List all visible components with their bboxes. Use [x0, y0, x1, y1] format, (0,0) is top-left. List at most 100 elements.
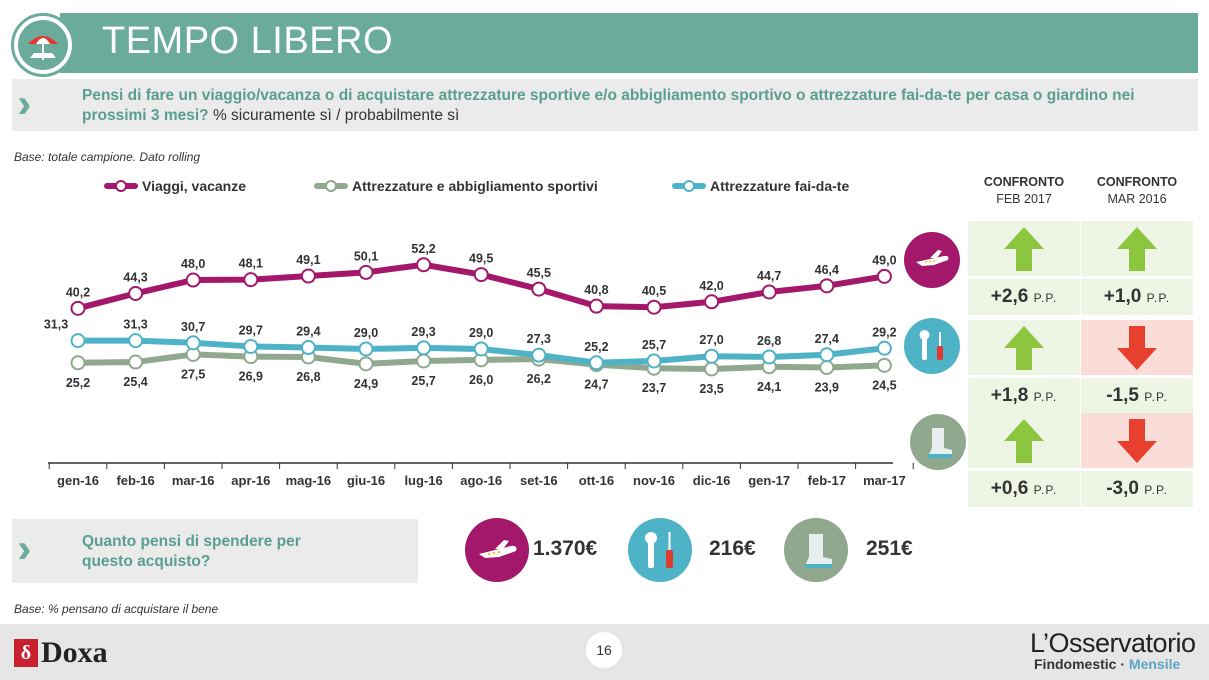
- data-label: 42,0: [699, 279, 723, 293]
- comparison-value: +0,6 P.P.: [968, 471, 1080, 507]
- comparison-cell: +1,8 P.P.: [968, 320, 1080, 415]
- data-label: 27,0: [699, 333, 723, 347]
- legend-label: Attrezzature fai-da-te: [710, 178, 850, 194]
- data-point: [473, 267, 489, 283]
- data-point: [646, 353, 662, 369]
- tools-icon: [904, 318, 960, 374]
- comparison-value: -1,5 P.P.: [1081, 378, 1193, 414]
- question-band: [12, 79, 1198, 131]
- doxa-mark-icon: δ: [14, 639, 38, 667]
- observatory-title: L’Osservatorio: [1030, 628, 1196, 658]
- arrow-down-icon: [1081, 413, 1193, 468]
- data-point: [300, 268, 316, 284]
- data-label: 49,0: [872, 253, 896, 267]
- data-point: [185, 335, 201, 351]
- data-label: 40,5: [642, 284, 666, 298]
- data-label: 23,9: [815, 380, 839, 394]
- question-bold: Pensi di fare un viaggio/vacanza o di ac…: [82, 87, 1135, 124]
- data-label: 24,9: [354, 377, 378, 391]
- page-title: TEMPO LIBERO: [102, 20, 394, 62]
- data-point: [416, 353, 432, 369]
- comparison-number: +2,6: [990, 286, 1034, 307]
- data-label: 44,7: [757, 269, 781, 283]
- data-label: 46,4: [815, 263, 839, 277]
- cmp-header-line1: CONFRONTO: [983, 175, 1065, 189]
- data-point: [243, 272, 259, 288]
- x-tick-label: ott-16: [579, 473, 614, 488]
- spend-question: Quanto pensi di spendere per questo acqu…: [82, 533, 301, 570]
- data-label: 26,8: [757, 334, 781, 348]
- data-point: [416, 340, 432, 356]
- data-label: 25,2: [584, 340, 608, 354]
- data-point: [646, 299, 662, 315]
- title-bar: [60, 13, 1198, 73]
- question-text: Pensi di fare un viaggio/vacanza o di ac…: [82, 86, 1142, 126]
- data-label: 24,7: [584, 378, 608, 392]
- legend-label: Viaggi, vacanze: [142, 178, 247, 194]
- data-label: 40,2: [66, 285, 90, 299]
- comparison-value: +2,6 P.P.: [968, 279, 1080, 315]
- data-label: 29,7: [239, 323, 263, 337]
- x-tick-label: lug-16: [404, 473, 442, 488]
- comparison-unit: P.P.: [1033, 291, 1058, 305]
- data-point: [531, 281, 547, 297]
- x-tick-label: gen-16: [57, 473, 99, 488]
- comparison-unit: P.P.: [1033, 483, 1058, 497]
- data-label: 52,2: [411, 242, 435, 256]
- comparison-number: +1,8: [990, 385, 1034, 406]
- x-tick-label: set-16: [520, 473, 558, 488]
- legend-swatch: [314, 180, 348, 192]
- data-label: 29,3: [411, 325, 435, 339]
- data-point: [588, 298, 604, 314]
- observatory-sub2: Mensile: [1128, 656, 1181, 672]
- data-label: 27,3: [527, 332, 551, 346]
- data-point: [531, 347, 547, 363]
- data-label: 25,7: [642, 338, 666, 352]
- cmp-header-feb: CONFRONTO FEB 2017: [968, 174, 1080, 208]
- boot-icon: [910, 414, 966, 470]
- page-number: 16: [586, 632, 622, 668]
- cmp-header-line2: FEB 2017: [996, 192, 1052, 206]
- data-label: 30,7: [181, 320, 205, 334]
- data-label: 48,0: [181, 257, 205, 271]
- cmp-header-line1: CONFRONTO: [1096, 175, 1178, 189]
- data-point: [70, 355, 86, 371]
- data-label: 26,9: [239, 370, 263, 384]
- data-point: [358, 264, 374, 280]
- data-point: [128, 333, 144, 349]
- legend-item-faidate: Attrezzature fai-da-te: [672, 178, 849, 194]
- comparison-cell: +2,6 P.P.: [968, 221, 1080, 316]
- comparison-unit: P.P.: [1144, 390, 1168, 404]
- data-label: 29,0: [469, 326, 493, 340]
- data-label: 26,2: [527, 372, 551, 386]
- data-label: 45,5: [527, 266, 551, 280]
- data-label: 25,7: [411, 374, 435, 388]
- base-note-2: Base: % pensano di acquistare il bene: [14, 602, 219, 616]
- x-tick-label: mar-16: [172, 473, 215, 488]
- data-point: [876, 357, 892, 373]
- data-point: [819, 278, 835, 294]
- data-point: [704, 348, 720, 364]
- legend-swatch: [104, 180, 138, 192]
- data-point: [704, 361, 720, 377]
- data-point: [358, 356, 374, 372]
- data-point: [416, 257, 432, 273]
- observatory-sub1: Findomestic ·: [1034, 656, 1129, 672]
- comparison-unit: P.P.: [1033, 390, 1058, 404]
- x-tick-label: mag-16: [286, 473, 332, 488]
- x-tick-label: giu-16: [347, 473, 385, 488]
- data-point: [70, 300, 86, 316]
- observatory-subtitle: Findomestic · Mensile: [1034, 656, 1180, 672]
- data-point: [819, 347, 835, 363]
- base-note: Base: totale campione. Dato rolling: [14, 150, 201, 164]
- x-tick-label: gen-17: [748, 473, 790, 488]
- data-point: [588, 355, 604, 371]
- data-point: [243, 338, 259, 354]
- doxa-brand: Doxa: [41, 636, 108, 669]
- comparison-value: +1,8 P.P.: [968, 378, 1080, 414]
- comparison-value: +1,0 P.P.: [1081, 279, 1193, 315]
- data-label: 29,0: [354, 326, 378, 340]
- arrow-down-icon: [1081, 320, 1193, 375]
- data-point: [185, 272, 201, 288]
- airplane-icon: [465, 518, 529, 582]
